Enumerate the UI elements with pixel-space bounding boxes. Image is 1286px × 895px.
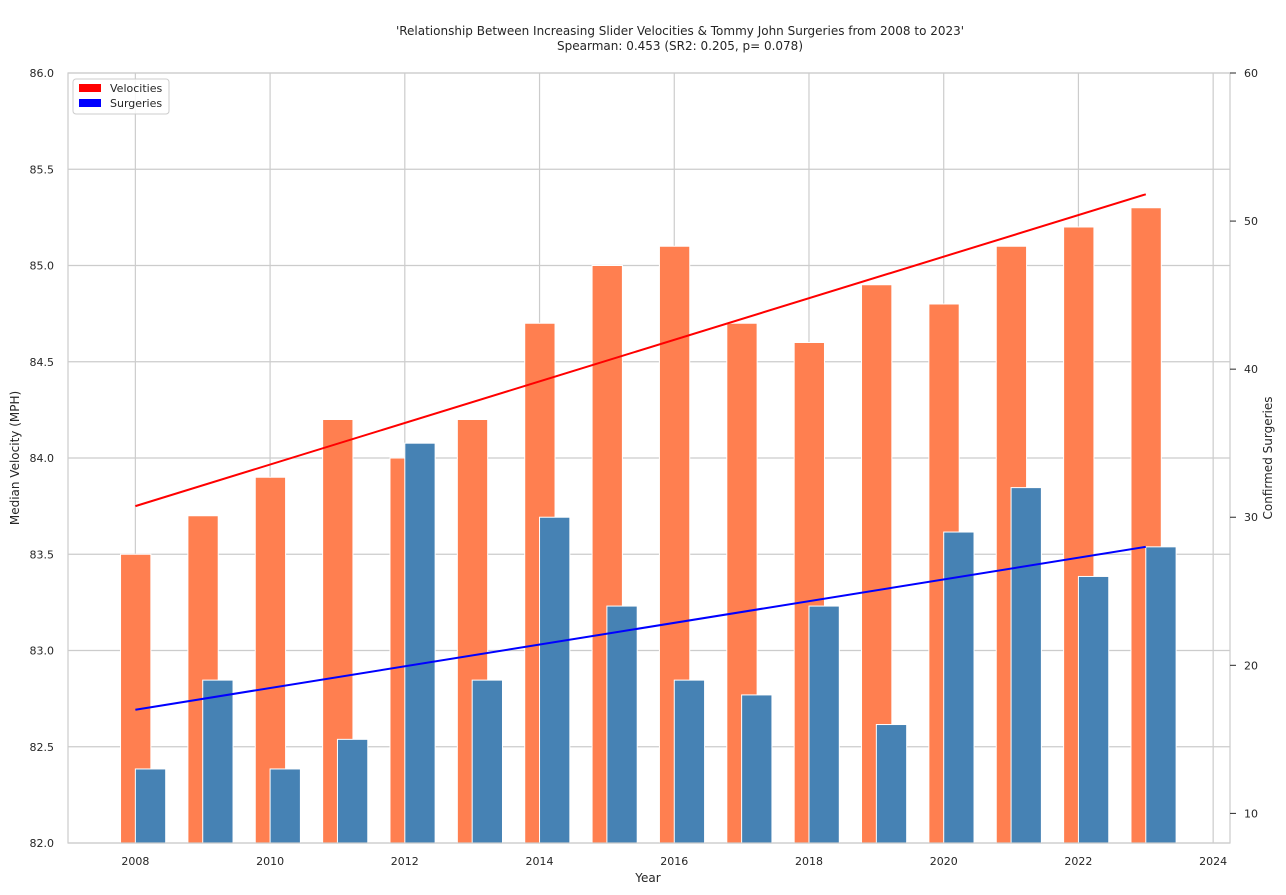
y-axis-right-label: Confirmed Surgeries [1261, 397, 1275, 520]
plot-frame [67, 72, 1231, 844]
surgery-bar [539, 516, 571, 844]
legend: Velocities Surgeries [72, 78, 170, 115]
surgery-bar [606, 605, 638, 844]
y-right-tick-label: 40 [1244, 363, 1258, 376]
y-right-tick-label: 20 [1244, 659, 1258, 672]
surgery-bar [875, 724, 908, 844]
surgery-bar [808, 605, 840, 844]
y-left-tick-label: 82.5 [30, 741, 55, 754]
x-tick-label: 2010 [256, 855, 284, 868]
legend-label-velocities: Velocities [110, 82, 162, 95]
x-tick-label: 2012 [391, 855, 419, 868]
x-tick-label: 2022 [1064, 855, 1092, 868]
surgery-bar [336, 738, 369, 844]
x-tick-label: 2020 [930, 855, 958, 868]
surgery-bar [1077, 575, 1110, 844]
y-axis-left-label: Median Velocity (MPH) [8, 391, 22, 525]
trend-line-velocities [135, 193, 1147, 508]
surgery-bar [202, 679, 234, 844]
tick-labels: 2008 2010 2012 2014 2016 2018 2020 2022 202482.0… [30, 67, 1259, 868]
y-left-tick-label: 85.5 [30, 163, 55, 176]
y-right-tick-label: 60 [1244, 67, 1258, 80]
y-right-tick-label: 10 [1244, 807, 1258, 820]
x-tick-label: 2014 [526, 855, 554, 868]
surgery-bar [471, 679, 503, 844]
x-tick-label: 2024 [1199, 855, 1227, 868]
legend-swatch-velocities [79, 84, 101, 92]
legend-swatch-surgeries [79, 99, 101, 107]
y-left-tick-label: 83.5 [30, 548, 55, 561]
surgery-bar [673, 679, 706, 844]
y-left-tick-label: 84.5 [30, 356, 55, 369]
y-right-tick-label: 30 [1244, 511, 1258, 524]
surgery-bar [1145, 546, 1177, 844]
trend-lines [135, 193, 1147, 711]
y-left-tick-label: 85.0 [30, 260, 55, 273]
x-axis-label: Year [634, 871, 660, 885]
x-tick-label: 2008 [121, 855, 149, 868]
y-left-tick-label: 83.0 [30, 645, 55, 658]
surgery-bar [1010, 487, 1042, 844]
y-left-tick-label: 86.0 [30, 67, 55, 80]
x-tick-label: 2016 [660, 855, 688, 868]
y-right-tick-label: 50 [1244, 215, 1258, 228]
y-left-tick-label: 82.0 [30, 837, 55, 850]
trend-line-surgeries [135, 545, 1146, 711]
y-left-tick-label: 84.0 [30, 452, 55, 465]
surgery-bar [741, 694, 773, 844]
surgery-bar [269, 768, 301, 844]
chart-title: 'Relationship Between Increasing Slider … [396, 24, 964, 38]
legend-label-surgeries: Surgeries [110, 97, 162, 110]
surgery-bar [134, 768, 167, 844]
x-tick-label: 2018 [795, 855, 823, 868]
chart-subtitle: Spearman: 0.453 (SR2: 0.205, p= 0.078) [557, 39, 803, 53]
surgery-bar [404, 442, 436, 844]
surgery-bar [943, 531, 975, 844]
